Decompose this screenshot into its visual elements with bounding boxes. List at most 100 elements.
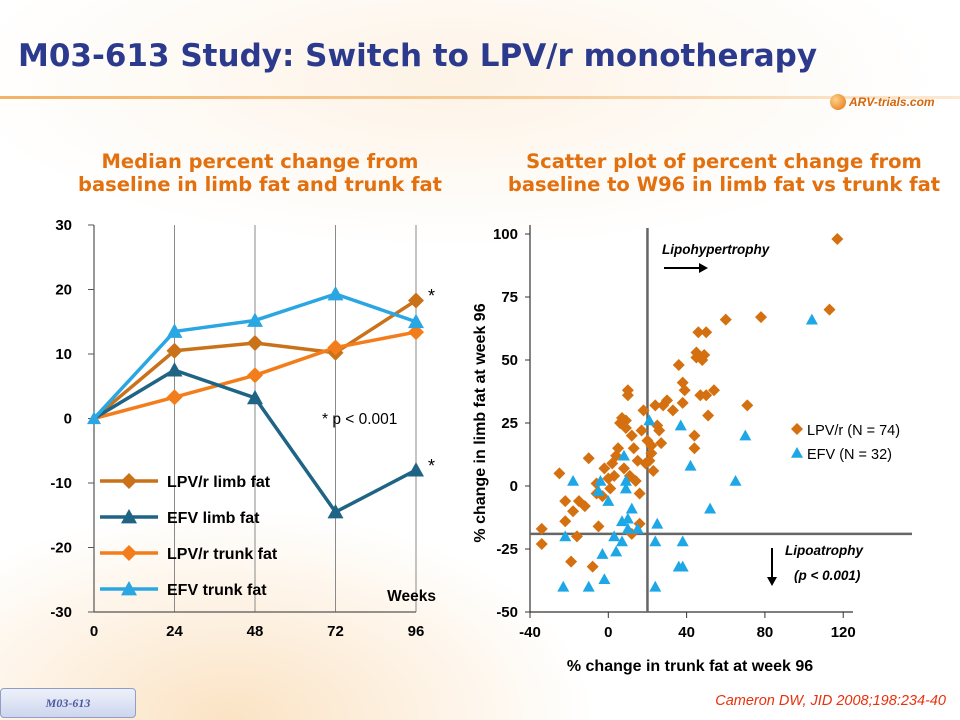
- line-chart-y-tick-label: -30: [50, 604, 72, 621]
- scatter-point-efv: [596, 548, 609, 559]
- scatter-point-efv: [582, 580, 595, 592]
- line-chart-title-line-2: baseline in limb fat and trunk fat: [78, 173, 442, 196]
- line-point: [327, 286, 344, 301]
- scatter-point-lpv: [672, 359, 685, 372]
- logo-mark-icon: [830, 94, 846, 110]
- scatter-x-tick-label: 40: [678, 624, 695, 641]
- scatter-point-lpv: [700, 389, 713, 402]
- scatter-y-tick-label: 75: [501, 289, 518, 306]
- scatter-point-lpv: [592, 520, 605, 533]
- scatter-point-efv: [610, 545, 623, 557]
- line-origin-point: [87, 411, 101, 425]
- scatter-y-tick-label: -50: [496, 604, 518, 621]
- scatter-point-efv: [631, 522, 644, 534]
- scatter-point-lpv: [754, 311, 767, 324]
- legend-label: EFV limb fat: [167, 510, 260, 527]
- scatter-point-lpv: [559, 515, 572, 528]
- scatter-point-lpv: [553, 467, 566, 480]
- legend-label: EFV trunk fat: [167, 582, 267, 599]
- scatter-point-efv: [684, 459, 697, 471]
- scatter-point-lpv: [619, 414, 632, 427]
- scatter-y-tick-label: -25: [496, 541, 518, 558]
- scatter-chart-title-line-2: baseline to W96 in limb fat vs trunk fat: [507, 173, 941, 196]
- scatter-point-efv: [621, 512, 634, 524]
- scatter-point-efv: [621, 522, 634, 534]
- scatter-x-tick-label: 0: [604, 624, 612, 641]
- scatter-point-lpv: [635, 424, 648, 437]
- scatter-point-lpv: [649, 399, 662, 412]
- scatter-legend-label: LPV/r (N = 74): [807, 423, 900, 439]
- line-chart: 0 24 48 72 96 30 20 10 0 -10 -20 -30 * * * p < 0.001 We…: [50, 217, 436, 640]
- line-point: [327, 339, 344, 356]
- line-chart-title-line-1: Median percent change from: [101, 150, 419, 173]
- scatter-point-lpv: [647, 464, 660, 477]
- line-point: [247, 312, 263, 327]
- scatter-point-lpv: [565, 555, 578, 568]
- study-tag: M03-613: [0, 688, 136, 718]
- scatter-point-efv: [674, 419, 687, 431]
- line-chart-y-tick-label: 30: [55, 217, 72, 234]
- scatter-point-lpv: [666, 404, 679, 417]
- scatter-point-efv: [729, 474, 742, 486]
- scatter-x-tick-label: 120: [831, 624, 856, 641]
- legend-marker: [121, 545, 137, 561]
- scatter-point-lpv: [741, 399, 754, 412]
- scatter-point-lpv: [629, 474, 642, 487]
- scatter-point-efv: [625, 502, 638, 514]
- scatter-point-lpv: [661, 394, 674, 407]
- scatter-point-efv: [649, 580, 662, 592]
- line-chart-x-tick-label: 96: [408, 623, 425, 640]
- line-point: [408, 292, 424, 309]
- line-chart-y-tick-label: -10: [50, 475, 72, 492]
- scatter-point-lpv: [598, 462, 611, 475]
- legend-marker: [121, 473, 137, 489]
- lipoatrophy-p-value: (p < 0.001): [794, 568, 861, 583]
- scatter-point-efv: [643, 414, 656, 426]
- scatter-points: [535, 233, 844, 592]
- line-point: [408, 313, 424, 329]
- scatter-point-lpv: [535, 522, 548, 535]
- scatter-y-tick-label: 50: [501, 352, 518, 369]
- significance-star: *: [428, 456, 435, 476]
- scatter-point-lpv: [688, 442, 701, 455]
- scatter-point-efv: [649, 535, 662, 547]
- scatter-point-lpv: [535, 537, 548, 550]
- scatter-point-lpv: [612, 442, 625, 455]
- logo-text: ARV-trials.com: [849, 95, 935, 109]
- scatter-point-efv: [557, 580, 570, 592]
- scatter-y-tick-label: 100: [493, 226, 518, 243]
- scatter-chart: -40 0 40 80 120 100 75 50 25 0 -25 -50 % change in t…: [472, 225, 912, 675]
- scatter-point-efv: [608, 530, 621, 542]
- scatter-y-axis-label: % change in limb fat at week 96: [472, 303, 489, 542]
- lipoatrophy-arrowhead-icon: [767, 577, 777, 586]
- scatter-point-lpv: [570, 530, 583, 543]
- legend-label: LPV/r limb fat: [167, 474, 271, 491]
- legend-label: LPV/r trunk fat: [167, 546, 278, 563]
- scatter-point-lpv: [604, 482, 617, 495]
- scatter-point-lpv: [688, 429, 701, 442]
- scatter-point-lpv: [831, 233, 844, 246]
- scatter-point-lpv: [700, 326, 713, 339]
- scatter-point-lpv: [645, 439, 658, 452]
- scatter-point-efv: [616, 535, 629, 547]
- lipohypertrophy-label: Lipohypertrophy: [662, 242, 771, 257]
- scatter-point-efv: [594, 474, 607, 486]
- line-point: [166, 389, 183, 406]
- line-point: [166, 362, 183, 377]
- scatter-legend-marker: [791, 423, 803, 435]
- scatter-point-lpv: [637, 404, 650, 417]
- scatter-point-lpv: [645, 447, 658, 460]
- scatter-point-lpv: [692, 326, 705, 339]
- scatter-legend-marker: [791, 447, 803, 458]
- line-point: [247, 389, 263, 405]
- line-point: [327, 504, 344, 519]
- arv-trials-logo: ARV-trials.com: [830, 94, 935, 110]
- scatter-point-efv: [567, 474, 580, 486]
- line-point: [166, 342, 183, 359]
- scatter-point-lpv: [617, 462, 630, 475]
- scatter-point-lpv: [653, 424, 666, 437]
- line-chart-y-tick-label: 20: [55, 282, 72, 299]
- scatter-point-efv: [651, 517, 664, 529]
- scatter-y-tick-label: 0: [510, 478, 518, 495]
